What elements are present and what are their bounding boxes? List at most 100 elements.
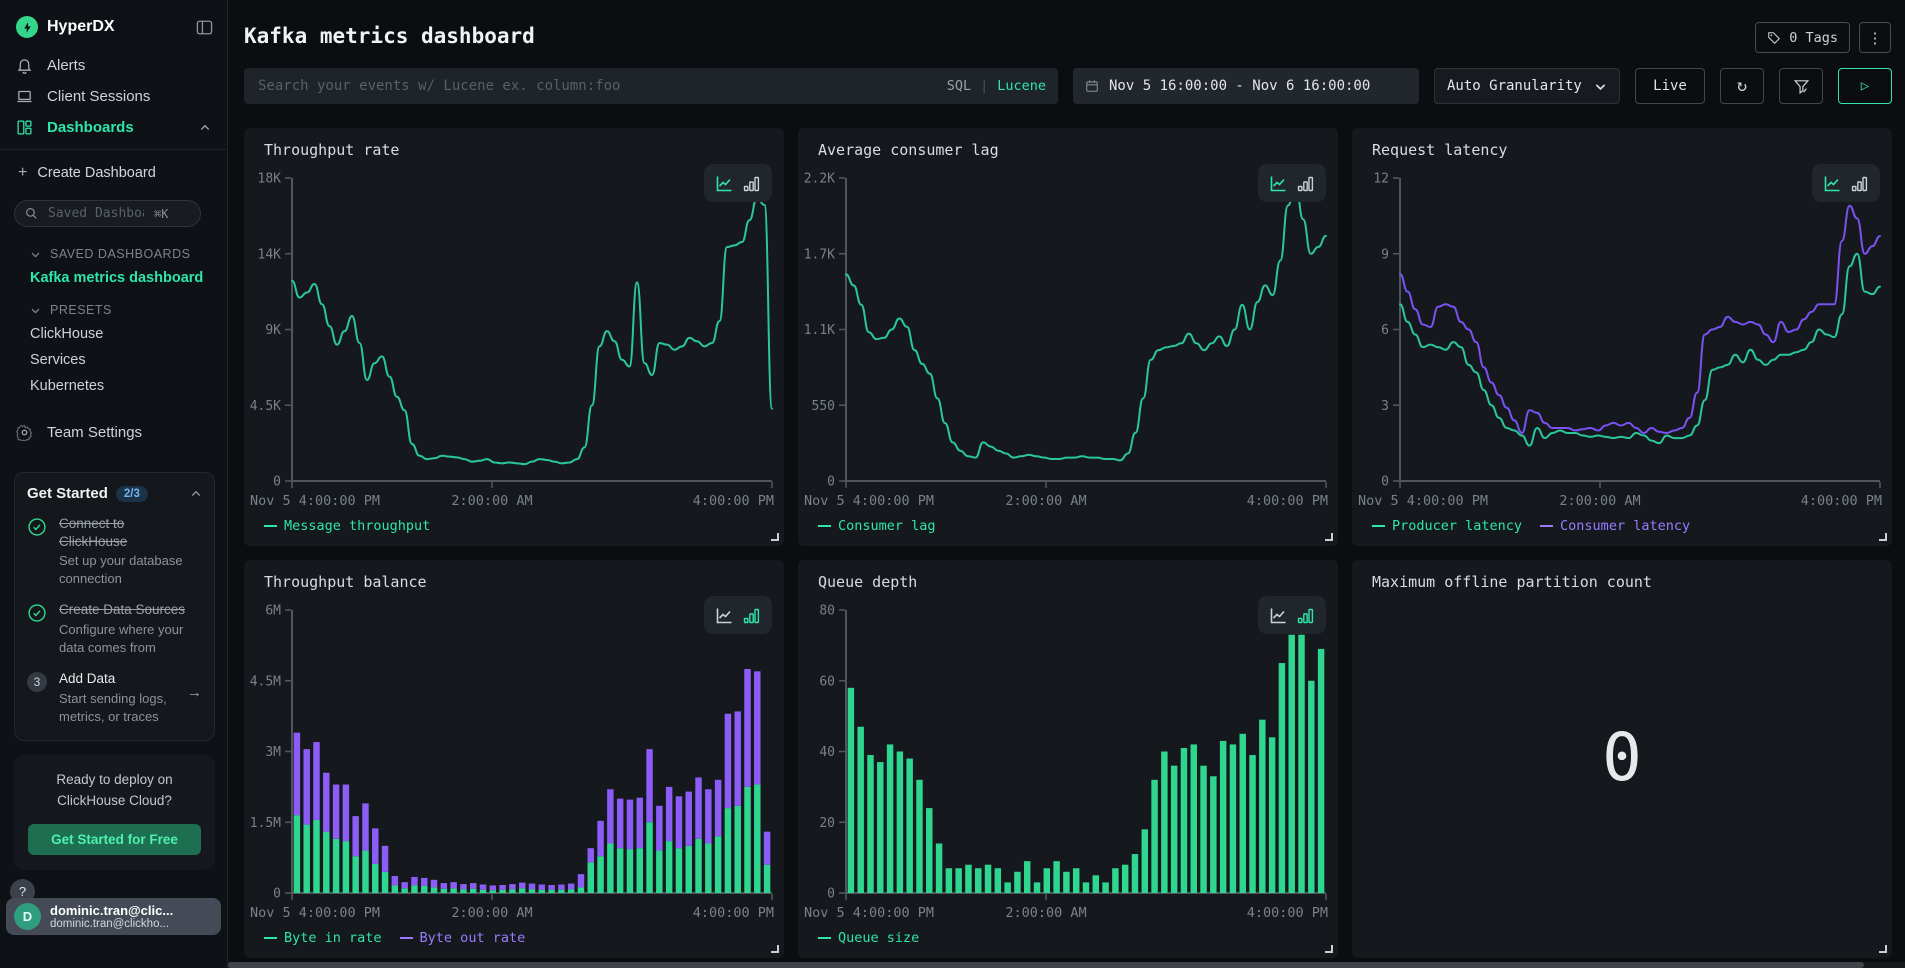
bar-byte-in-rate <box>421 886 427 893</box>
sidebar-item-services[interactable]: Services <box>0 347 227 373</box>
chart-canvas: 01.5M3M4.5M6MNov 5 4:00:00 PM2:00:00 AM4… <box>244 560 784 958</box>
bar-byte-out-rate <box>362 803 368 850</box>
svg-text:2:00:00 AM: 2:00:00 AM <box>451 905 532 921</box>
line-chart-toggle-icon[interactable] <box>716 175 733 192</box>
sidebar-item-kubernetes[interactable]: Kubernetes <box>0 373 227 399</box>
horizontal-scrollbar[interactable] <box>228 962 1905 968</box>
bar-byte-in-rate <box>646 822 652 893</box>
line-chart-toggle-icon[interactable] <box>1270 175 1287 192</box>
legend-item-message-throughput[interactable]: Message throughput <box>264 518 430 534</box>
main-content: Kafka metrics dashboard 0 Tags ⋮ SQL | L… <box>228 0 1905 968</box>
saved-dashboards-search[interactable]: ⌘K <box>14 200 201 227</box>
get-started-step[interactable]: Create Data Sources Configure where your… <box>27 601 202 657</box>
bar-byte-in-rate <box>333 839 339 893</box>
sidebar-item-label: Dashboards <box>47 119 185 136</box>
resize-handle[interactable] <box>1325 533 1333 541</box>
bar-byte-in-rate <box>529 889 535 893</box>
step-title: Add Data <box>59 670 177 688</box>
legend-item-byte-in-rate[interactable]: Byte in rate <box>264 930 382 946</box>
live-button[interactable]: Live <box>1635 68 1705 104</box>
panel-queue-depth: Queue depth020406080Nov 5 4:00:00 PM2:00… <box>798 560 1338 958</box>
legend-label: Consumer latency <box>1560 518 1690 534</box>
bar-chart-toggle-icon[interactable] <box>743 175 760 192</box>
event-search-input[interactable] <box>256 77 937 95</box>
legend-item-consumer-lag[interactable]: Consumer lag <box>818 518 936 534</box>
cloud-promo-card: Ready to deploy on ClickHouse Cloud? Get… <box>14 755 215 870</box>
get-started-title: Get Started <box>27 485 108 502</box>
lucene-toggle[interactable]: Lucene <box>997 78 1046 94</box>
collapse-sidebar-icon[interactable] <box>196 20 213 35</box>
scrollbar-thumb[interactable] <box>228 962 1864 968</box>
bar-chart-toggle-icon[interactable] <box>1851 175 1868 192</box>
bar-queue-size <box>1034 882 1040 893</box>
create-dashboard-button[interactable]: + Create Dashboard <box>0 158 227 188</box>
bar-queue-size <box>1024 861 1030 893</box>
bar-byte-in-rate <box>686 846 692 893</box>
promo-text: Ready to deploy on ClickHouse Cloud? <box>40 770 190 812</box>
svg-text:1.5M: 1.5M <box>250 816 281 831</box>
get-started-free-button[interactable]: Get Started for Free <box>28 824 201 855</box>
bar-byte-out-rate <box>480 885 486 890</box>
bar-chart-toggle-icon[interactable] <box>1297 607 1314 624</box>
line-chart-toggle-icon[interactable] <box>1824 175 1841 192</box>
sidebar-item-kafka-dashboard[interactable]: Kafka metrics dashboard <box>0 265 227 291</box>
chevron-up-icon[interactable] <box>190 488 202 500</box>
presets-section-header[interactable]: PRESETS <box>0 291 227 321</box>
chart-type-toggle <box>704 164 772 202</box>
more-options-button[interactable]: ⋮ <box>1859 22 1891 53</box>
svg-text:4:00:00 PM: 4:00:00 PM <box>1247 493 1328 509</box>
legend-item-consumer-latency[interactable]: Consumer latency <box>1540 518 1690 534</box>
legend-item-producer-latency[interactable]: Producer latency <box>1372 518 1522 534</box>
refresh-button[interactable]: ↻ <box>1720 68 1764 104</box>
saved-dashboards-search-input[interactable] <box>46 205 146 222</box>
resize-handle[interactable] <box>1879 533 1887 541</box>
resize-handle[interactable] <box>1325 945 1333 953</box>
saved-dashboards-section-header[interactable]: SAVED DASHBOARDS <box>0 235 227 265</box>
bar-byte-out-rate <box>490 885 496 890</box>
bar-queue-size <box>906 759 912 893</box>
bar-queue-size <box>1308 681 1314 893</box>
resize-handle[interactable] <box>771 533 779 541</box>
sidebar-item-label: Alerts <box>47 57 211 74</box>
resize-handle[interactable] <box>771 945 779 953</box>
resize-handle[interactable] <box>1879 945 1887 953</box>
user-menu[interactable]: D dominic.tran@clic... dominic.tran@clic… <box>6 898 221 935</box>
sql-toggle[interactable]: SQL <box>947 78 971 94</box>
svg-text:9K: 9K <box>265 323 281 338</box>
sidebar-item-team-settings[interactable]: Team Settings <box>0 417 227 448</box>
bar-chart-toggle-icon[interactable] <box>743 607 760 624</box>
bar-byte-in-rate <box>460 889 466 893</box>
sidebar-item-client-sessions[interactable]: Client Sessions <box>0 81 227 112</box>
run-query-button[interactable]: ▷ <box>1838 68 1892 104</box>
bar-byte-in-rate <box>352 856 358 893</box>
user-name: dominic.tran@clic... <box>50 903 173 918</box>
bar-queue-size <box>1044 868 1050 893</box>
sidebar-item-clickhouse[interactable]: ClickHouse <box>0 321 227 347</box>
legend-label: Message throughput <box>284 518 430 534</box>
filter-button[interactable] <box>1779 68 1823 104</box>
legend-item-queue-size[interactable]: Queue size <box>818 930 919 946</box>
user-email: dominic.tran@clickho... <box>50 918 173 930</box>
sidebar-item-alerts[interactable]: Alerts <box>0 50 227 81</box>
bar-byte-out-rate <box>539 885 545 890</box>
hyperdx-logo-icon <box>16 16 38 38</box>
panel-throughput-rate: Throughput rate04.5K9K14K18KNov 5 4:00:0… <box>244 128 784 546</box>
legend-dash <box>818 525 831 527</box>
get-started-step[interactable]: 3 Add Data Start sending logs, metrics, … <box>27 670 202 726</box>
get-started-step[interactable]: Connect to ClickHouse Set up your databa… <box>27 515 202 588</box>
granularity-select[interactable]: Auto Granularity <box>1434 68 1620 104</box>
bar-byte-in-rate <box>372 864 378 893</box>
bar-queue-size <box>1259 720 1265 893</box>
bar-queue-size <box>1053 861 1059 893</box>
line-chart-toggle-icon[interactable] <box>716 607 733 624</box>
chart-type-toggle <box>1258 164 1326 202</box>
sidebar-item-dashboards[interactable]: Dashboards <box>0 112 227 143</box>
series-line-consumer-latency <box>1400 206 1880 433</box>
legend-item-byte-out-rate[interactable]: Byte out rate <box>400 930 526 946</box>
time-range-picker[interactable]: Nov 5 16:00:00 - Nov 6 16:00:00 <box>1073 68 1419 104</box>
tags-button[interactable]: 0 Tags <box>1755 22 1850 53</box>
bell-icon <box>16 57 33 74</box>
bar-chart-toggle-icon[interactable] <box>1297 175 1314 192</box>
tag-icon <box>1767 31 1781 45</box>
line-chart-toggle-icon[interactable] <box>1270 607 1287 624</box>
